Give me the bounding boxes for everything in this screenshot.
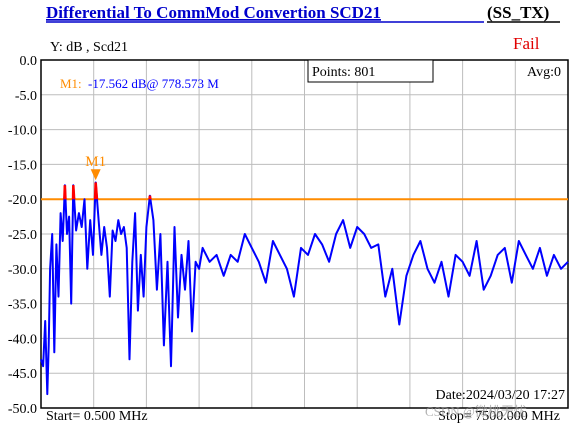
start-frequency: Start= 0.500 MHz: [46, 409, 148, 424]
y-tick-label: -15.0: [8, 158, 37, 173]
status-fail: Fail: [513, 34, 540, 53]
y-tick-label: -30.0: [8, 263, 37, 278]
y-tick-label: -25.0: [8, 228, 37, 243]
marker-readout-name: M1:: [60, 76, 82, 91]
points-label: Points: 801: [312, 65, 375, 80]
marker-m1-label: M1: [85, 154, 106, 170]
watermark: CSDN @微桃无忧: [425, 404, 527, 419]
fail-segment: [72, 185, 76, 200]
y-tick-label: -35.0: [8, 298, 37, 313]
y-axis-ticks: 0.0 -5.0 -10.0 -15.0 -20.0 -25.0 -30.0 -35.0 -40…: [8, 54, 37, 417]
plot-frame: [40, 59, 569, 409]
stop-frequency: Stop= 7500.000 MHz: [438, 409, 560, 424]
chart-title-tag: (SS_TX): [487, 3, 549, 22]
marker-m1-triangle: [90, 169, 101, 181]
fail-segments: [63, 182, 152, 200]
y-tick-label: -45.0: [8, 367, 37, 382]
date-label: Date:2024/03/20 17:27: [436, 388, 566, 403]
y-tick-label: -10.0: [8, 124, 37, 139]
fail-segment: [148, 195, 152, 200]
avg-label: Avg:0: [527, 65, 561, 80]
points-box: [307, 59, 434, 83]
fail-segment: [94, 182, 99, 200]
series-trace: [40, 181, 569, 396]
y-tick-label: 0.0: [20, 54, 38, 69]
fail-segment: [63, 185, 67, 200]
y-tick-label: -50.0: [8, 402, 37, 417]
marker-readout-value: -17.562 dB@ 778.573 M: [88, 76, 219, 91]
y-tick-label: -20.0: [8, 193, 37, 208]
y-tick-label: -5.0: [15, 89, 37, 104]
chart-title: Differential To CommMod Convertion SCD21: [46, 3, 381, 22]
y-tick-label: -40.0: [8, 332, 37, 347]
grid: [41, 60, 568, 408]
y-axis-label: Y: dB , Scd21: [50, 40, 128, 55]
